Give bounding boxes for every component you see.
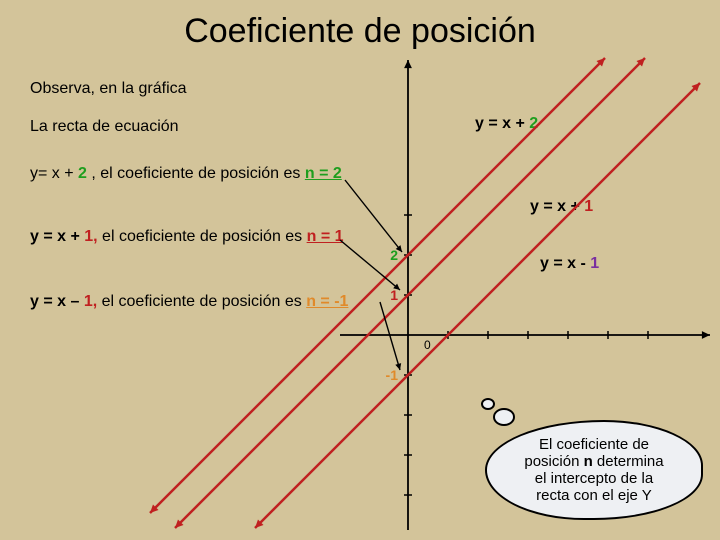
- chart-svg: 21-10: [0, 0, 720, 540]
- y-tick-label: 1: [390, 287, 398, 303]
- y-tick-label: -1: [386, 367, 399, 383]
- origin-label: 0: [424, 338, 431, 352]
